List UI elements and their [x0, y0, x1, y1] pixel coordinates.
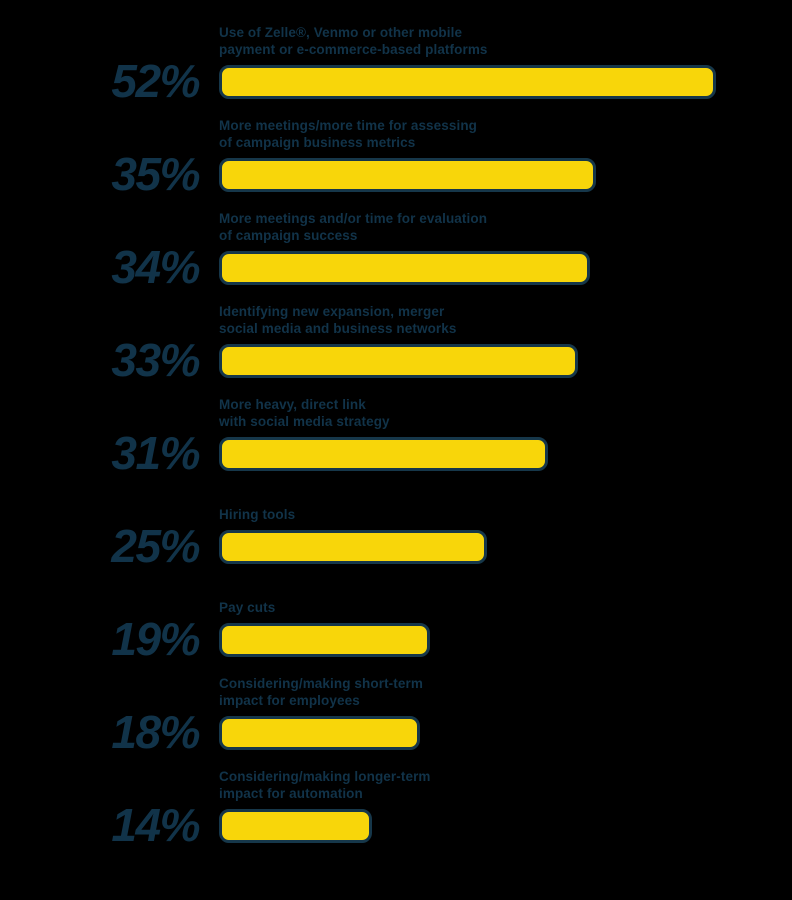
bar-caption-line: Considering/making longer-term — [219, 769, 431, 784]
bar-group: Use of Zelle®, Venmo or other mobile paym… — [219, 24, 716, 99]
bar-caption: More meetings and/or time for evaluation… — [219, 210, 487, 244]
bar-caption-line: More meetings and/or time for evaluation — [219, 211, 488, 226]
bar-caption-line: impact for automation — [219, 786, 363, 801]
chart-row: 33% Identifying new expansion, merger soc… — [0, 285, 792, 386]
percent-value-label: 52% — [111, 55, 200, 107]
chart-row: 31% More heavy, direct link with social m… — [0, 378, 792, 479]
chart-row: 19% Pay cuts — [0, 564, 792, 665]
bar-caption-line: of campaign success — [219, 228, 358, 243]
bar-caption-line: More heavy, direct link — [219, 397, 366, 412]
bar-group: Pay cuts — [219, 599, 430, 657]
bar-caption: More meetings/more time for assessing of … — [219, 117, 477, 151]
bar-caption: Considering/making longer-term impact for… — [219, 768, 431, 802]
bar — [219, 530, 487, 564]
chart-row: 34% More meetings and/or time for evalua… — [0, 192, 792, 293]
percent-value-label: 31% — [111, 427, 200, 479]
bar-caption-line: impact for employees — [219, 693, 360, 708]
bar-caption: Hiring tools — [219, 506, 295, 523]
chart-row: 14% Considering/making longer-term impact… — [0, 750, 792, 851]
bar-group: Considering/making short-term impact for … — [219, 675, 423, 750]
percent-value-label: 19% — [111, 613, 200, 665]
bar-chart: 52% Use of Zelle®, Venmo or other mobile… — [0, 6, 792, 851]
bar-caption-line: of campaign business metrics — [219, 135, 416, 150]
bar-caption-line: More meetings/more time for assessing — [219, 118, 478, 133]
bar — [219, 716, 420, 750]
percent-value-label: 18% — [111, 706, 200, 758]
bar — [219, 344, 578, 378]
bar-group: More meetings and/or time for evaluation… — [219, 210, 590, 285]
bar-caption: Use of Zelle®, Venmo or other mobile paym… — [219, 24, 488, 58]
chart-row: 52% Use of Zelle®, Venmo or other mobile… — [0, 6, 792, 107]
bar — [219, 251, 590, 285]
bar-caption: Pay cuts — [219, 599, 275, 616]
bar-group: More meetings/more time for assessing of … — [219, 117, 596, 192]
bar — [219, 158, 596, 192]
bar-group: Considering/making longer-term impact for… — [219, 768, 431, 843]
bar-caption-line: social media and business networks — [219, 321, 457, 336]
chart-row: 18% Considering/making short-term impact … — [0, 657, 792, 758]
percent-value-label: 25% — [111, 520, 200, 572]
bar-caption-line: Considering/making short-term — [219, 676, 423, 691]
chart-row: 35% More meetings/more time for assessin… — [0, 99, 792, 200]
bar-caption-line: Hiring tools — [219, 507, 296, 522]
bar-caption-line: Use of Zelle®, Venmo or other mobile — [219, 25, 463, 40]
bar-group: More heavy, direct link with social media… — [219, 396, 548, 471]
percent-value-label: 34% — [111, 241, 200, 293]
chart-row: 25% Hiring tools — [0, 471, 792, 572]
bar-caption-line: Pay cuts — [219, 600, 276, 615]
bar — [219, 623, 430, 657]
percent-value-label: 33% — [111, 334, 200, 386]
bar-group: Hiring tools — [219, 506, 487, 564]
bar-caption: More heavy, direct link with social media… — [219, 396, 390, 430]
bar — [219, 65, 716, 99]
bar-caption-line: with social media strategy — [219, 414, 390, 429]
percent-value-label: 35% — [111, 148, 200, 200]
bar — [219, 437, 548, 471]
bar-group: Identifying new expansion, merger social … — [219, 303, 578, 378]
bar-caption: Identifying new expansion, merger social … — [219, 303, 456, 337]
bar-caption-line: Identifying new expansion, merger — [219, 304, 445, 319]
bar-caption: Considering/making short-term impact for … — [219, 675, 423, 709]
bar-caption-line: payment or e-commerce-based platforms — [219, 42, 488, 57]
bar — [219, 809, 372, 843]
percent-value-label: 14% — [111, 799, 200, 851]
